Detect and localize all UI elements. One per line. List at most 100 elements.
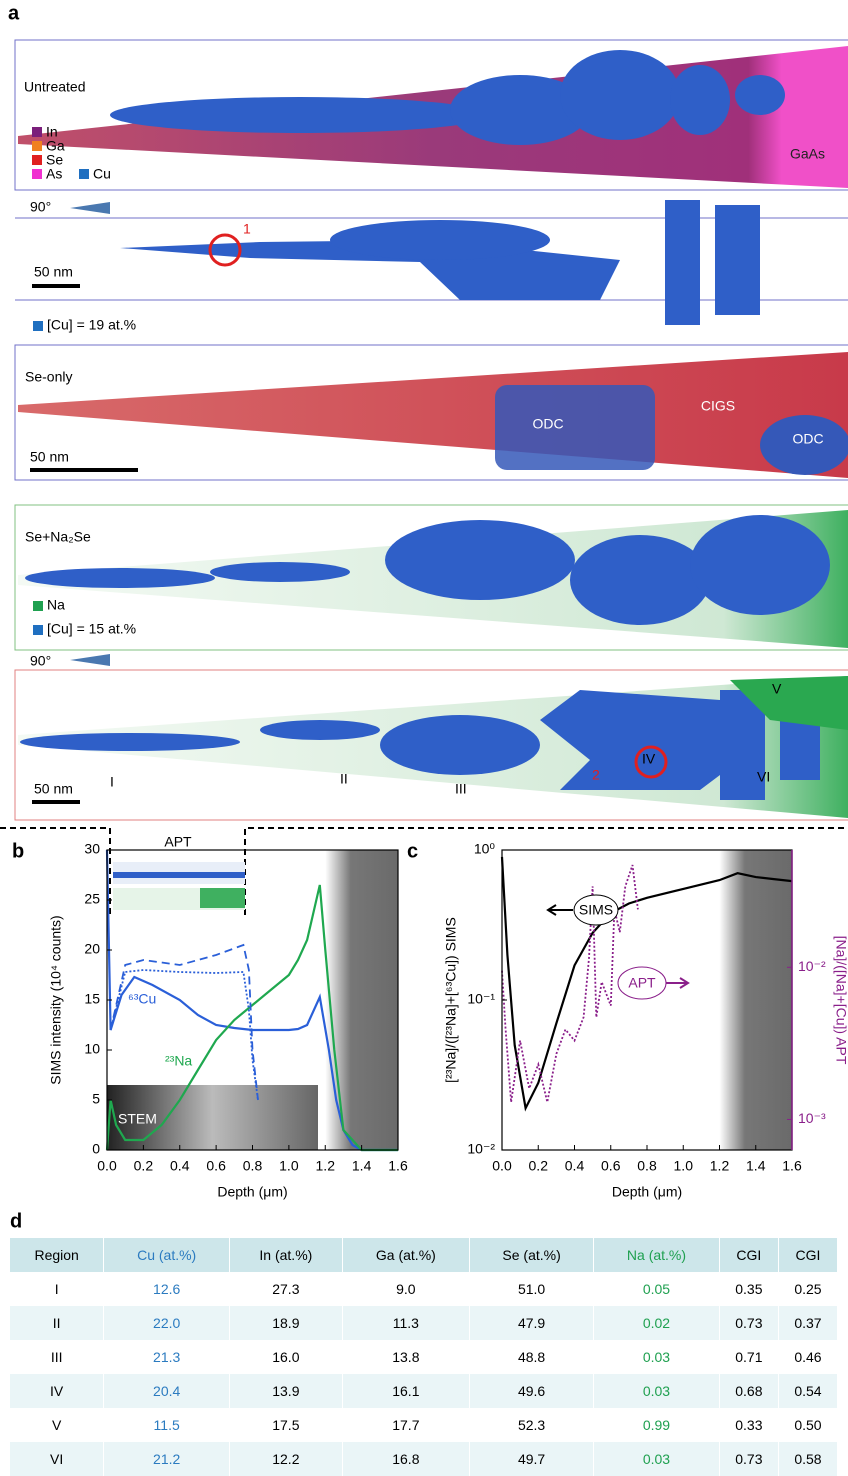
x-tick-label: 0.2 <box>529 1158 549 1174</box>
substrate-shade <box>719 850 792 1150</box>
table-cell: 27.3 <box>229 1272 343 1306</box>
header-cell: CGI <box>719 1238 779 1272</box>
legend-swatch <box>32 155 42 165</box>
x-tick-label: 0.0 <box>97 1158 117 1174</box>
y2-tick-label: 10⁻³ <box>798 1110 826 1126</box>
x-tick-label: 0.8 <box>243 1158 263 1174</box>
scale-label: 50 nm <box>30 449 69 465</box>
table-cell: II <box>10 1306 105 1340</box>
legend-swatch <box>33 321 43 331</box>
table-cell: 22.0 <box>103 1306 231 1340</box>
apt-inset <box>113 872 245 878</box>
frame <box>14 344 848 481</box>
table-cell: 0.03 <box>593 1442 720 1476</box>
table-cell: 11.3 <box>342 1306 471 1340</box>
table-cell: 12.2 <box>229 1442 343 1476</box>
cu-isosurface <box>120 200 760 325</box>
header-cell: Na (at.%) <box>593 1238 720 1272</box>
scale-bar <box>32 284 80 288</box>
table-cell: 0.99 <box>593 1408 720 1442</box>
table-cell: 16.8 <box>342 1442 471 1476</box>
table-cell: 0.71 <box>719 1340 779 1374</box>
table-row: III 21.3 16.0 13.8 48.8 0.03 0.71 0.46 <box>10 1340 839 1374</box>
odc-cluster <box>495 385 655 470</box>
scale-label: 50 nm <box>34 264 73 280</box>
table-cell: 20.4 <box>103 1374 231 1408</box>
legend-label: Ga <box>46 138 65 154</box>
cu-isosurface <box>20 690 820 800</box>
panel-label: c <box>407 840 418 862</box>
x-tick-label: 1.4 <box>352 1158 372 1174</box>
frame <box>14 39 848 191</box>
series-line <box>105 884 398 1152</box>
sample-title: Se-only <box>25 369 72 385</box>
y-axis-title: SIMS intensity (10⁴ counts) <box>48 915 64 1084</box>
table-cell: 0.35 <box>719 1272 779 1306</box>
table-cell: 0.33 <box>719 1408 779 1442</box>
x-axis-title: Depth (μm) <box>217 1184 287 1200</box>
legend-label: In <box>46 124 58 140</box>
sample-title: Untreated <box>24 79 85 95</box>
y-tick-label: 5 <box>92 1091 100 1107</box>
x-tick-label: 1.0 <box>674 1158 694 1174</box>
inset-label: STEM <box>118 1111 157 1127</box>
y-tick-label: 10 <box>84 1041 100 1057</box>
table-cell: 0.58 <box>778 1442 839 1476</box>
y2-axis-title: [Na]/([Na]+[Cu]) APT <box>833 936 848 1065</box>
legend-label: [Cu] = 19 at.% <box>47 317 136 333</box>
table-cell: 16.1 <box>342 1374 471 1408</box>
y-tick-label: 30 <box>84 841 100 857</box>
header-cell: In (at.%) <box>229 1238 343 1272</box>
y-tick-label: 25 <box>84 891 100 907</box>
marker-label: 2 <box>592 767 600 783</box>
table-cell: 9.0 <box>342 1272 471 1306</box>
y-tick-label: 10⁻¹ <box>467 991 495 1007</box>
table-cell: 0.46 <box>778 1340 839 1374</box>
series-label: SIMS <box>579 902 613 918</box>
series-label: ⁶³Cu <box>128 991 156 1007</box>
x-tick-label: 0.2 <box>134 1158 154 1174</box>
table-cell: 49.7 <box>469 1442 595 1476</box>
header-cell: Region <box>10 1238 105 1272</box>
rotation-label: 90° <box>30 199 51 215</box>
x-tick-label: 0.8 <box>637 1158 657 1174</box>
table-cell: 47.9 <box>469 1306 595 1340</box>
frame <box>14 504 848 651</box>
tip <box>18 352 848 478</box>
series-line <box>501 864 639 1103</box>
table-cell: 17.5 <box>229 1408 343 1442</box>
panel-label: d <box>10 1210 22 1232</box>
legend-swatch <box>32 169 42 179</box>
header-cell: Ga (at.%) <box>342 1238 471 1272</box>
rotation-icon <box>70 654 110 666</box>
table-cell: 0.02 <box>593 1306 720 1340</box>
table-cell: 16.0 <box>229 1340 343 1374</box>
region-label: CIGS <box>701 398 735 414</box>
region-label: IV <box>642 751 656 767</box>
header-cell: Cu (at.%) <box>103 1238 231 1272</box>
region-label: ODC <box>532 416 563 432</box>
legend-label: As <box>46 166 62 182</box>
x-tick-label: 0.0 <box>492 1158 512 1174</box>
region-label: VI <box>757 769 770 785</box>
table-cell: IV <box>10 1374 105 1408</box>
x-tick-label: 1.0 <box>279 1158 299 1174</box>
composition-table: Region Cu (at.%) In (at.%) Ga (at.%) Se (at.… <box>10 1238 839 1476</box>
table-cell: 18.9 <box>229 1306 343 1340</box>
legend-swatch <box>32 127 42 137</box>
scale-bar <box>32 800 80 804</box>
series-label: APT <box>628 975 656 991</box>
sample-title: Se+Na₂Se <box>25 529 91 545</box>
header-cell: Se (at.%) <box>469 1238 595 1272</box>
table-cell: 17.7 <box>342 1408 471 1442</box>
table-cell: VI <box>10 1442 105 1476</box>
legend-label: [Cu] = 15 at.% <box>47 621 136 637</box>
table-cell: 0.73 <box>719 1306 779 1340</box>
y2-tick-label: 10⁻² <box>798 958 826 974</box>
series-line <box>105 849 398 1152</box>
region-label: V <box>772 681 782 697</box>
x-tick-label: 1.2 <box>316 1158 336 1174</box>
table-cell: 0.37 <box>778 1306 839 1340</box>
legend-label: Cu <box>93 166 111 182</box>
table-cell: 0.03 <box>593 1340 720 1374</box>
